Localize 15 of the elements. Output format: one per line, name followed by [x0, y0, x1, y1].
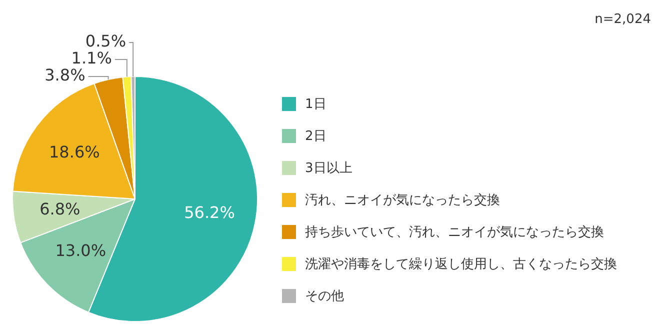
legend-label: 2日 [305, 128, 326, 145]
legend-label: その他 [305, 288, 344, 305]
data-label: 13.0% [55, 241, 106, 260]
data-label: 1.1% [71, 48, 112, 68]
data-label: 0.5% [85, 32, 126, 51]
text: n=2,024 [594, 12, 651, 27]
legend-label: 汚れ、ニオイが気になったら交換 [305, 192, 500, 209]
legend-label: 持ち歩いていて、汚れ、ニオイが気になったら交換 [305, 224, 604, 241]
legend-label: 3日以上 [305, 160, 352, 177]
legend-label: 洗濯や消毒をして繰り返し使用し、古くなったら交換 [305, 256, 617, 273]
data-label: 18.6% [48, 142, 100, 162]
legend-label: 1日 [305, 96, 326, 113]
data-label: 56.2% [184, 202, 235, 222]
data-label: 6.8% [40, 200, 80, 219]
data-label: 3.8% [44, 66, 86, 85]
